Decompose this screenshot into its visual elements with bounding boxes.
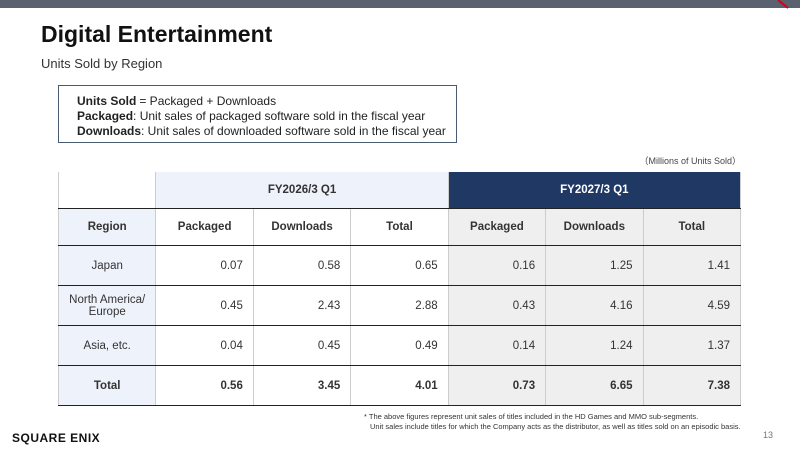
column-row: Region Packaged Downloads Total Packaged Down… <box>57 208 742 246</box>
column-header: Total <box>350 208 449 246</box>
footnotes: * The above figures represent unit sales… <box>364 412 741 432</box>
value-cell: 4.01 <box>350 365 449 406</box>
definition-term: Downloads <box>77 124 142 138</box>
value-cell: 0.45 <box>252 325 352 366</box>
value-cell: 1.24 <box>545 325 644 366</box>
definition: Units Sold = Packaged + Downloads <box>77 94 456 109</box>
definition-text: = Packaged + Downloads <box>139 94 277 108</box>
period-header: FY2027/3 Q1 <box>447 172 742 209</box>
value-cell: 2.88 <box>350 285 449 326</box>
value-cell: 1.25 <box>545 245 644 286</box>
value-cell: 3.45 <box>252 365 352 406</box>
column-header: Region <box>57 208 157 246</box>
page-number: 13 <box>763 430 774 440</box>
logo: SQUARE ENIX <box>12 431 101 445</box>
period-header: FY2026/3 Q1 <box>155 172 449 209</box>
footnote: Unit sales include titles for which the … <box>370 422 741 431</box>
value-cell: 1.37 <box>642 325 742 366</box>
value-cell: 0.49 <box>350 325 449 366</box>
top-bar <box>0 0 800 9</box>
column-header: Downloads <box>252 208 352 246</box>
value-cell: 0.65 <box>350 245 449 286</box>
data-row: Total 0.56 3.45 4.01 0.73 6.65 7.38 <box>57 365 742 406</box>
definition-text: : Unit sales of packaged software sold i… <box>133 109 426 123</box>
data-row: North America/ Europe 0.45 2.43 2.88 0.43 4.1… <box>57 285 742 326</box>
definition-term: Units Sold <box>77 94 137 108</box>
value-cell: 2.43 <box>252 285 352 326</box>
value-cell: 0.73 <box>447 365 547 406</box>
value-cell: 0.16 <box>447 245 547 286</box>
value-cell: 0.14 <box>447 325 547 366</box>
value-cell: 0.56 <box>155 365 254 406</box>
value-cell: 1.41 <box>642 245 742 286</box>
empty-cell <box>57 172 157 209</box>
column-header: Downloads <box>545 208 644 246</box>
data-row: Japan 0.07 0.58 0.65 0.16 1.25 1.41 <box>57 245 742 286</box>
title: Digital Entertainment <box>41 21 273 47</box>
footnote: * The above figures represent unit sales… <box>364 412 699 421</box>
value-cell: 0.04 <box>155 325 254 366</box>
column-header: Packaged <box>155 208 254 246</box>
definition-term: Packaged <box>77 109 134 123</box>
definitions-box: Units Sold = Packaged + Downloads Packaged… <box>58 85 457 143</box>
region-cell: Japan <box>57 245 157 286</box>
column-header: Total <box>642 208 742 246</box>
value-cell: 4.59 <box>642 285 742 326</box>
value-cell: 7.38 <box>642 365 742 406</box>
definition: Downloads: Unit sales of downloaded soft… <box>77 124 456 139</box>
period-row: FY2026/3 Q1 FY2027/3 Q1 <box>57 172 742 209</box>
value-cell: 0.58 <box>252 245 352 286</box>
data-table: FY2026/3 Q1 FY2027/3 Q1 Region Packaged Down… <box>57 172 742 406</box>
definition-text: : Unit sales of downloaded software sold… <box>141 124 446 138</box>
definition: Packaged: Unit sales of packaged softwar… <box>77 109 456 124</box>
value-cell: 4.16 <box>545 285 644 326</box>
column-header: Packaged <box>447 208 547 246</box>
value-cell: 0.07 <box>155 245 254 286</box>
value-cell: 0.43 <box>447 285 547 326</box>
subtitle: Units Sold by Region <box>41 56 163 71</box>
region-cell: North America/ Europe <box>57 285 157 326</box>
region-cell: Asia, etc. <box>57 325 157 366</box>
region-cell: Total <box>57 365 157 406</box>
data-row: Asia, etc. 0.04 0.45 0.49 0.14 1.24 1.37 <box>57 325 742 366</box>
value-cell: 6.65 <box>545 365 644 406</box>
unit-note: （Millions of Units Sold） <box>639 156 741 166</box>
value-cell: 0.45 <box>155 285 254 326</box>
